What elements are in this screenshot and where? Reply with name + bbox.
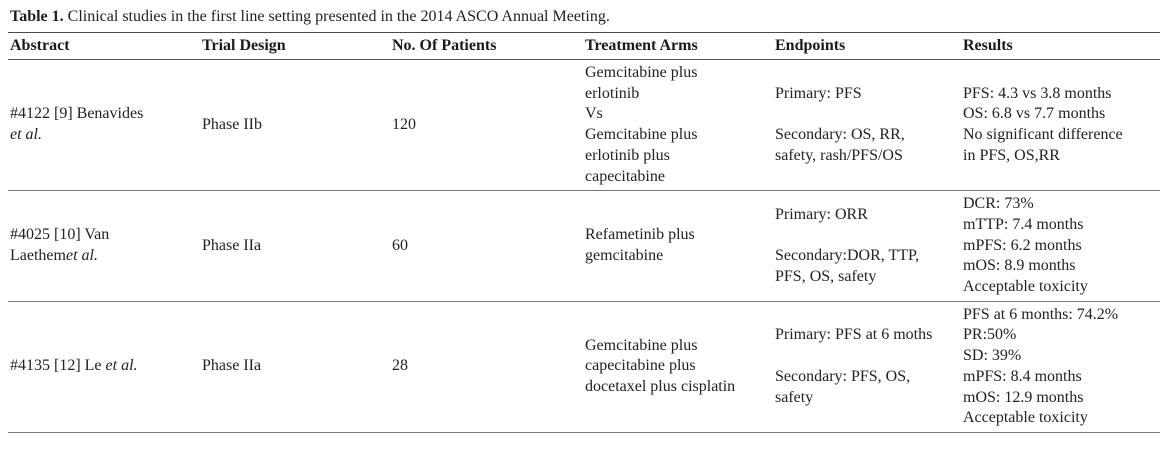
results-cell: PFS at 6 months: 74.2% PR:50% SD: 39% mP… [961,301,1160,433]
col-header-trial-design: Trial Design [200,32,390,60]
trial-design-cell: Phase IIb [200,59,390,192]
abstract-cell: #4135 [12] Le et al. [8,301,200,433]
clinical-studies-table: Abstract Trial Design No. Of Patients Tr… [8,32,1160,433]
col-header-treatment-arms: Treatment Arms [583,32,773,60]
endpoints-cell: Primary: PFS at 6 moths Secondary: PFS, … [773,301,961,433]
treatment-arms-cell: Gemcitabine plus erlotinib Vs Gemcitabin… [583,59,773,192]
abstract-cell: #4122 [9] Benavides et al. [8,59,200,192]
patients-cell: 28 [390,301,583,433]
treatment-arms-cell: Gemcitabine plus capecitabine plus docet… [583,301,773,433]
results-cell: PFS: 4.3 vs 3.8 months OS: 6.8 vs 7.7 mo… [961,59,1160,192]
abstract-cell: #4025 [10] Van Laethemet al. [8,190,200,302]
abstract-id: #4122 [9] Benavides [10,105,144,123]
table-row: #4135 [12] Le et al. Phase IIa 28 Gemcit… [8,301,1160,433]
abstract-id: #4135 [12] Le [10,357,106,375]
abstract-id: #4025 [10] Van Laethem [10,226,110,264]
col-header-endpoints: Endpoints [773,32,961,60]
trial-design-cell: Phase IIa [200,190,390,302]
abstract-etal: et al. [65,246,98,264]
results-cell: DCR: 73% mTTP: 7.4 months mPFS: 6.2 mont… [961,190,1160,302]
table-header-row: Abstract Trial Design No. Of Patients Tr… [8,32,1160,60]
col-header-results: Results [961,32,1160,60]
endpoints-cell: Primary: ORR Secondary:DOR, TTP, PFS, OS… [773,190,961,302]
treatment-arms-cell: Refametinib plus gemcitabine [583,190,773,302]
trial-design-cell: Phase IIa [200,301,390,433]
table-row: #4122 [9] Benavides et al. Phase IIb 120… [8,59,1160,192]
caption-label: Table 1. [10,8,64,25]
table-caption: Table 1. Clinical studies in the first l… [10,7,1160,26]
patients-cell: 120 [390,59,583,192]
abstract-etal: et al. [10,126,42,144]
endpoints-cell: Primary: PFS Secondary: OS, RR, safety, … [773,59,961,192]
abstract-etal: et al. [105,357,138,375]
col-header-abstract: Abstract [8,32,200,60]
table-row: #4025 [10] Van Laethemet al. Phase IIa 6… [8,190,1160,302]
caption-text: Clinical studies in the first line setti… [63,8,610,25]
patients-cell: 60 [390,190,583,302]
col-header-patients: No. Of Patients [390,32,583,60]
